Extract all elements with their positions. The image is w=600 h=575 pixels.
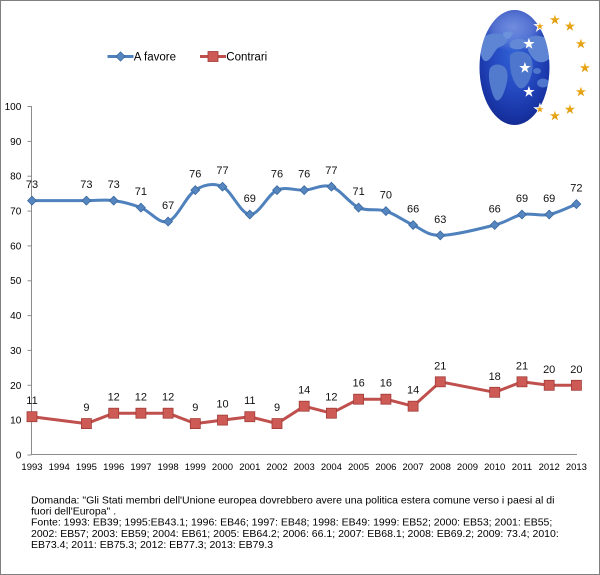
svg-text:76: 76: [298, 169, 310, 181]
svg-text:14: 14: [407, 385, 419, 397]
svg-text:Fonte: 1993: EB39; 1995:EB43.1: Fonte: 1993: EB39; 1995:EB43.1; 1996: EB…: [31, 517, 552, 529]
svg-text:66: 66: [407, 204, 419, 216]
svg-text:20: 20: [570, 364, 582, 376]
svg-text:2002: 2002: [266, 462, 287, 473]
svg-text:63: 63: [434, 214, 446, 226]
svg-text:14: 14: [298, 385, 310, 397]
svg-text:A favore: A favore: [134, 52, 176, 64]
svg-text:Contrari: Contrari: [226, 52, 267, 64]
svg-text:100: 100: [5, 102, 22, 113]
svg-text:2010: 2010: [484, 462, 505, 473]
svg-text:1997: 1997: [130, 462, 151, 473]
svg-text:20: 20: [543, 364, 555, 376]
svg-text:2009: 2009: [457, 462, 478, 473]
svg-text:2004: 2004: [321, 462, 342, 473]
svg-text:Domanda: "Gli Stati membri del: Domanda: "Gli Stati membri dell'Unione e…: [31, 494, 554, 506]
svg-text:11: 11: [26, 395, 37, 407]
svg-text:21: 21: [434, 360, 446, 372]
svg-text:2000: 2000: [212, 462, 233, 473]
svg-text:1998: 1998: [158, 462, 179, 473]
svg-text:2001: 2001: [239, 462, 260, 473]
svg-text:12: 12: [135, 392, 147, 404]
svg-text:2008: 2008: [430, 462, 451, 473]
svg-text:50: 50: [10, 276, 22, 287]
svg-text:73: 73: [26, 179, 38, 191]
svg-text:fuori dell'Europa" .: fuori dell'Europa" .: [31, 506, 116, 518]
svg-text:71: 71: [352, 186, 364, 198]
svg-text:66: 66: [489, 204, 501, 216]
svg-text:70: 70: [10, 207, 22, 218]
svg-text:20: 20: [10, 381, 22, 392]
svg-text:30: 30: [10, 346, 22, 357]
svg-text:80: 80: [10, 172, 22, 183]
svg-text:11: 11: [244, 395, 255, 407]
svg-text:76: 76: [271, 169, 283, 181]
svg-text:2005: 2005: [348, 462, 369, 473]
svg-text:2011: 2011: [512, 462, 532, 473]
svg-text:40: 40: [10, 311, 22, 322]
svg-text:9: 9: [192, 402, 198, 414]
svg-text:70: 70: [380, 190, 392, 202]
svg-text:EB73.4; 2011: EB75.3; 2012: EB: EB73.4; 2011: EB75.3; 2012: EB77.3; 2013…: [31, 539, 273, 551]
svg-text:77: 77: [216, 165, 228, 177]
svg-text:2002: EB57; 2003: EB59; 2004:: 2002: EB57; 2003: EB59; 2004: EB61; 2005…: [31, 528, 559, 540]
svg-text:2012: 2012: [539, 462, 560, 473]
svg-text:2013: 2013: [566, 462, 587, 473]
svg-text:2003: 2003: [294, 462, 315, 473]
svg-text:76: 76: [189, 169, 201, 181]
svg-text:67: 67: [162, 200, 174, 212]
svg-text:1995: 1995: [76, 462, 97, 473]
svg-text:1999: 1999: [185, 462, 206, 473]
svg-text:60: 60: [10, 241, 22, 252]
svg-text:1996: 1996: [103, 462, 124, 473]
svg-text:1993: 1993: [21, 462, 42, 473]
svg-text:69: 69: [244, 193, 256, 205]
svg-text:73: 73: [80, 179, 92, 191]
svg-text:2007: 2007: [403, 462, 424, 473]
svg-text:16: 16: [352, 378, 364, 390]
svg-text:10: 10: [216, 399, 228, 411]
svg-text:18: 18: [489, 371, 501, 383]
svg-text:9: 9: [274, 402, 280, 414]
svg-text:73: 73: [108, 179, 120, 191]
svg-text:71: 71: [135, 186, 147, 198]
svg-text:12: 12: [108, 392, 120, 404]
svg-text:10: 10: [10, 416, 22, 427]
svg-text:69: 69: [516, 193, 528, 205]
svg-text:16: 16: [380, 378, 392, 390]
svg-text:21: 21: [516, 360, 528, 372]
svg-text:77: 77: [325, 165, 337, 177]
svg-text:9: 9: [83, 402, 89, 414]
svg-text:2006: 2006: [375, 462, 396, 473]
svg-text:72: 72: [570, 183, 582, 195]
svg-text:12: 12: [325, 392, 337, 404]
svg-text:1994: 1994: [49, 462, 70, 473]
svg-text:69: 69: [543, 193, 555, 205]
svg-text:0: 0: [16, 451, 22, 462]
svg-text:12: 12: [162, 392, 174, 404]
svg-text:90: 90: [10, 137, 22, 148]
